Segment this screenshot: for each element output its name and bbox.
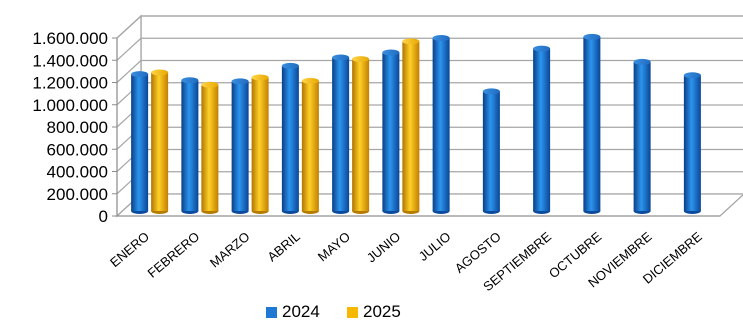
bar-2025-abril xyxy=(301,77,319,214)
y-tick-label: 400.000 xyxy=(47,163,108,182)
bar-2025-febrero xyxy=(201,81,219,214)
bar-2024-marzo xyxy=(231,78,249,214)
x-tick-label: ABRIL xyxy=(264,229,302,265)
bar-body xyxy=(301,80,319,212)
bar-2025-enero xyxy=(151,69,169,214)
bar-2025-mayo xyxy=(352,56,370,214)
bar-top xyxy=(251,74,269,81)
bar-2025-marzo xyxy=(251,74,269,214)
x-tick-label: JUNIO xyxy=(364,229,404,266)
bar-2024-mayo xyxy=(332,54,350,214)
bar-2024-diciembre xyxy=(683,72,701,214)
bar-body xyxy=(281,65,299,211)
legend-label-2024: 2024 xyxy=(282,302,320,321)
bar-body xyxy=(231,81,249,211)
bar-body xyxy=(251,77,269,211)
bar-2024-febrero xyxy=(181,77,199,214)
x-tick-label: ENERO xyxy=(107,229,152,270)
bar-top xyxy=(231,78,249,85)
bar-body xyxy=(432,38,450,211)
y-tick-label: 200.000 xyxy=(47,185,108,204)
legend-swatch-2025 xyxy=(347,307,358,318)
bar-body xyxy=(533,48,551,212)
bar-top xyxy=(533,45,551,52)
bar-top xyxy=(432,35,450,42)
bar-2025-junio xyxy=(402,38,420,214)
bar-2024-septiembre xyxy=(533,45,551,214)
bar-body xyxy=(352,59,370,211)
bar-body xyxy=(151,72,169,212)
y-tick-label: 1.600.000 xyxy=(32,29,108,48)
bar-top xyxy=(583,33,601,40)
bar-top xyxy=(482,88,500,95)
x-tick-label: MAYO xyxy=(315,229,353,264)
gridline-side xyxy=(116,37,142,61)
y-axis: 0 200.000 400.000 600.000 800.000 1.000.000 1.… xyxy=(32,29,118,226)
bar-top xyxy=(281,62,299,69)
bar-top xyxy=(131,71,149,78)
legend: 2024 2025 xyxy=(266,302,401,321)
bar-top xyxy=(633,58,651,65)
bar-body xyxy=(633,61,651,211)
y-tick-label: 1.000.000 xyxy=(32,96,108,115)
legend-swatch-2024 xyxy=(266,307,277,318)
y-tick-label: 0 xyxy=(99,207,108,226)
bar-2024-julio xyxy=(432,35,450,214)
bar-2024-noviembre xyxy=(633,58,651,214)
gridline-side xyxy=(116,15,142,39)
bar-2024-junio xyxy=(382,49,400,214)
bar-top xyxy=(201,81,219,88)
bars xyxy=(131,33,701,214)
y-tick-label: 800.000 xyxy=(47,118,108,137)
bar-body xyxy=(382,52,400,211)
bar-body xyxy=(583,36,601,211)
bar-top xyxy=(402,38,420,45)
bar-body xyxy=(402,41,420,211)
bar-body xyxy=(131,74,149,211)
bar-2024-octubre xyxy=(583,33,601,214)
gridline-side xyxy=(116,60,142,83)
bar-top xyxy=(683,72,701,79)
bar-body xyxy=(482,91,500,211)
bar-top xyxy=(332,54,350,61)
x-tick-label: FEBRERO xyxy=(145,229,203,281)
bar-2024-agosto xyxy=(482,88,500,214)
y-tick-label: 600.000 xyxy=(47,140,108,159)
y-tick-label: 1.400.000 xyxy=(32,51,108,70)
y-tick-label: 1.200.000 xyxy=(32,74,108,93)
bar-2024-enero xyxy=(131,71,149,214)
x-tick-label: JULIO xyxy=(416,229,454,264)
bar-top xyxy=(382,49,400,56)
legend-label-2025: 2025 xyxy=(363,302,401,321)
bar-top xyxy=(151,69,169,76)
bar-body xyxy=(201,84,219,211)
bar-body xyxy=(683,75,701,212)
bar-2024-abril xyxy=(281,62,299,214)
bar-top xyxy=(181,77,199,84)
x-tick-label: MARZO xyxy=(207,229,253,271)
bar-body xyxy=(181,80,199,211)
bar-top xyxy=(301,77,319,84)
bar-body xyxy=(332,57,350,211)
bar-top xyxy=(352,56,370,63)
